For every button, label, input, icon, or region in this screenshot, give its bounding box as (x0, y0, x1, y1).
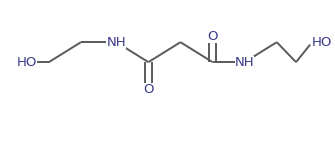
Text: O: O (143, 83, 154, 96)
Text: HO: HO (17, 56, 37, 69)
Text: O: O (207, 29, 218, 42)
Text: HO: HO (312, 36, 332, 49)
Text: NH: NH (235, 56, 255, 69)
Text: NH: NH (107, 36, 126, 49)
